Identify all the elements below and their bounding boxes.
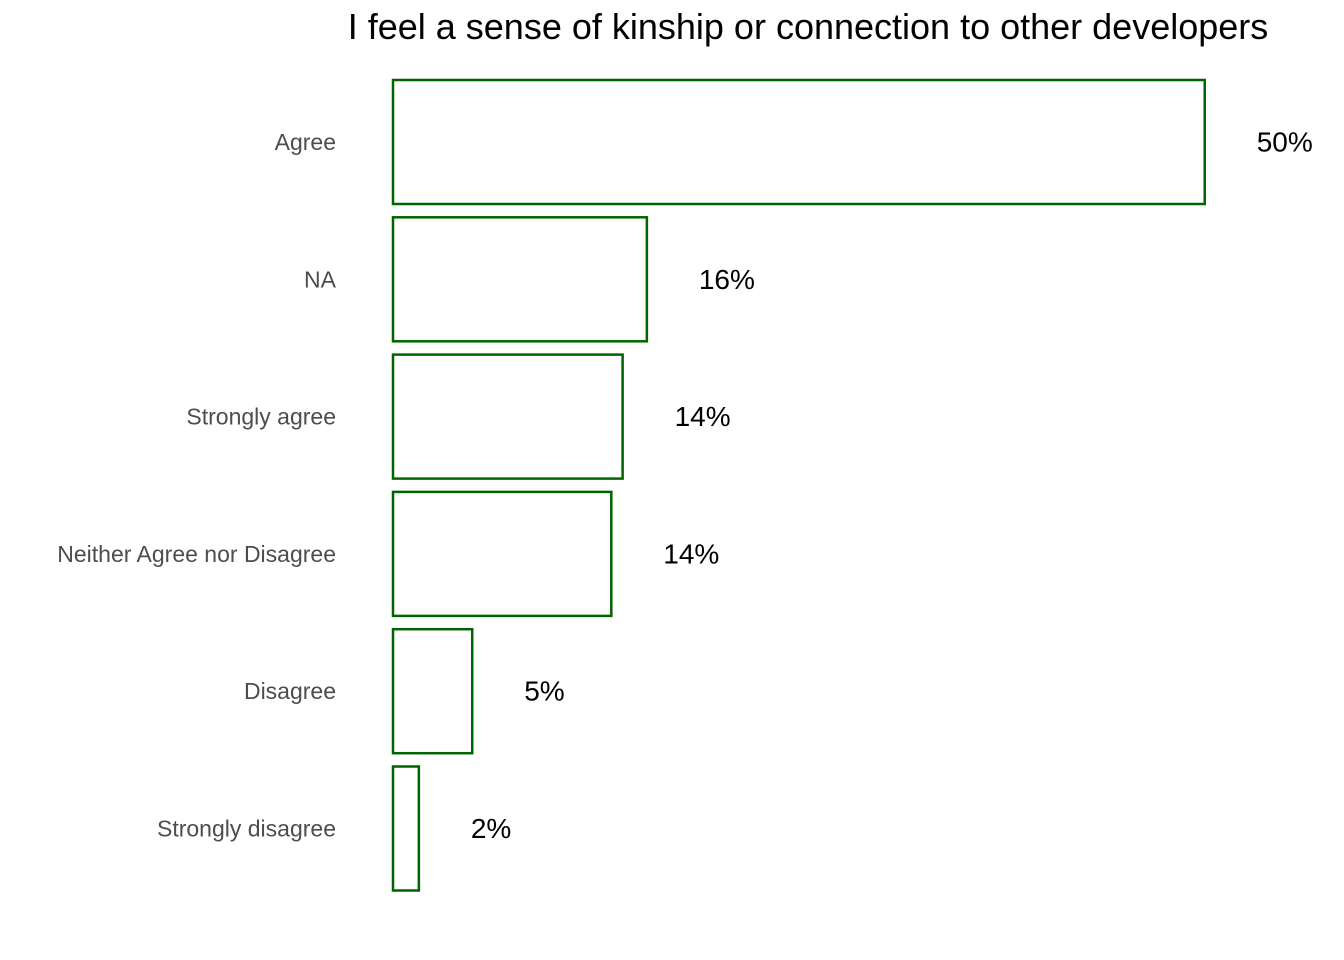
category-label: NA bbox=[304, 266, 337, 292]
bar bbox=[391, 216, 649, 343]
category-label: Agree bbox=[275, 129, 336, 155]
category-label: Strongly disagree bbox=[157, 816, 336, 842]
category-label: Strongly agree bbox=[186, 404, 336, 430]
bars-group: Agree 50% NA 16% Strongly agree 14% Neither Ag… bbox=[57, 78, 1313, 892]
bar bbox=[391, 353, 624, 480]
data-label: 16% bbox=[699, 264, 755, 295]
data-label: 5% bbox=[524, 676, 564, 707]
bar bbox=[391, 765, 421, 892]
data-label: 2% bbox=[471, 813, 511, 844]
bar bbox=[391, 78, 1206, 206]
bar bbox=[391, 627, 474, 755]
bar bbox=[391, 490, 613, 618]
data-label: 50% bbox=[1257, 127, 1313, 158]
data-label: 14% bbox=[663, 538, 719, 569]
category-label: Disagree bbox=[244, 678, 336, 704]
chart-title: I feel a sense of kinship or connection … bbox=[348, 6, 1269, 47]
data-label: 14% bbox=[675, 401, 731, 432]
category-label: Neither Agree nor Disagree bbox=[57, 541, 336, 567]
